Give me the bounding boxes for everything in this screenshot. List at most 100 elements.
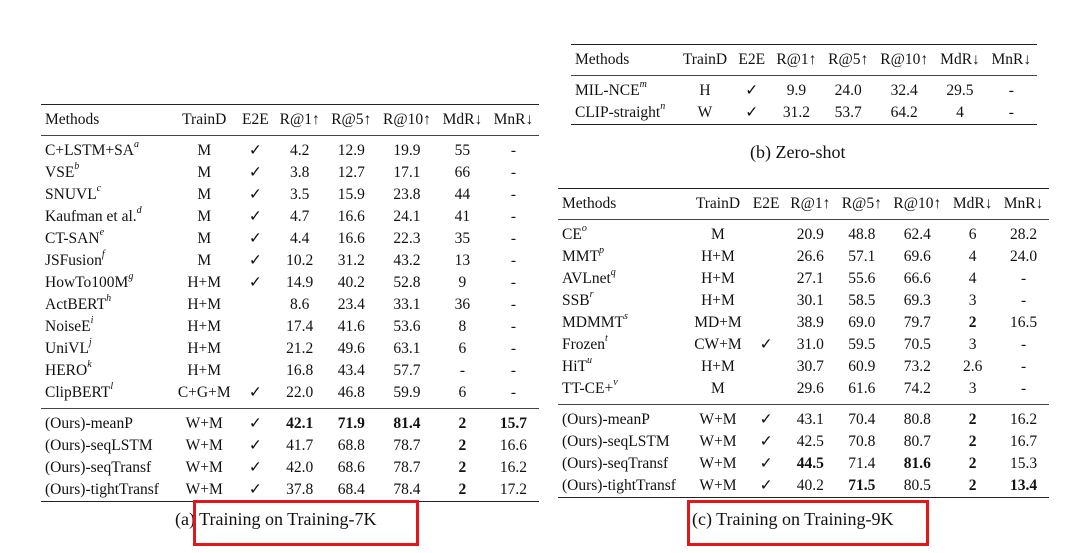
table-cell: 58.5 bbox=[848, 292, 876, 309]
table-cell: 22.0 bbox=[286, 384, 314, 401]
table-cell: W+M bbox=[185, 459, 223, 476]
table-cell: - bbox=[510, 296, 517, 313]
table-cell: MD+M bbox=[694, 314, 742, 331]
table-row: HowTo100Mg H+M ✓ 14.9 40.2 52.8 9 - bbox=[41, 270, 539, 294]
table-cell: 33.1 bbox=[393, 296, 421, 313]
reference-marker: i bbox=[90, 314, 94, 326]
method-name: JSFusionf bbox=[45, 248, 105, 269]
column-header: TrainD bbox=[171, 104, 237, 136]
table-cell: 14.9 bbox=[286, 274, 314, 291]
table-row: AVLnetq H+M 27.1 55.6 66.6 4 - bbox=[558, 267, 1049, 290]
reference-marker: j bbox=[88, 336, 92, 348]
table-cell: 49.6 bbox=[337, 340, 365, 357]
table-cell: 41 bbox=[454, 208, 471, 225]
reference-marker: m bbox=[639, 78, 647, 90]
method-name: Kaufman et al.d bbox=[45, 204, 142, 225]
column-header: E2E bbox=[733, 44, 771, 76]
table-cell: 43.1 bbox=[784, 404, 837, 431]
table-cell: 78.7 bbox=[393, 437, 421, 454]
table-cell: 15.3 bbox=[1009, 455, 1038, 472]
table-cell: 37.8 bbox=[273, 479, 326, 502]
table-cell: W bbox=[676, 102, 734, 125]
table-cell: 2 bbox=[947, 404, 999, 431]
table-cell: ✓ bbox=[248, 186, 262, 203]
table-cell: H+M bbox=[701, 248, 735, 265]
table-cell: 62.4 bbox=[887, 219, 948, 246]
table-cell bbox=[748, 356, 785, 378]
table-row: HEROk H+M 16.8 43.4 57.7 - - bbox=[41, 359, 539, 382]
column-header: R@5↑ bbox=[325, 104, 378, 136]
table-cell: W+M bbox=[688, 404, 748, 431]
table-cell: 19.9 bbox=[377, 135, 437, 162]
table-cell: W+M bbox=[171, 479, 237, 502]
table-cell: 60.9 bbox=[848, 358, 876, 375]
table-cell: 2 bbox=[436, 479, 488, 502]
table-cell: ✓ bbox=[248, 384, 262, 401]
table-cell: 31.2 bbox=[337, 252, 365, 269]
table-cell: CW+M bbox=[694, 336, 742, 353]
method-name: CT-SANe bbox=[45, 226, 105, 247]
table-cell: 2 bbox=[436, 408, 488, 435]
table-cell: - bbox=[510, 164, 517, 181]
table-zero-shot: Methods TrainD E2E R@1↑ R@5↑ R@10↑ MdR↓ MnR↓ MIL… bbox=[571, 44, 1037, 125]
header-row: Methods TrainD E2E R@1↑ R@5↑ R@10↑ MdR↓ MnR↓ bbox=[41, 104, 539, 136]
method-name: C+LSTM+SAa bbox=[41, 135, 172, 162]
table-cell: ✓ bbox=[236, 408, 274, 435]
table-cell: W+M bbox=[171, 408, 237, 435]
table-cell: 78.4 bbox=[377, 479, 437, 502]
table-cell: 61.6 bbox=[848, 380, 876, 397]
table-cell: H+M bbox=[187, 274, 222, 291]
table-cell: - bbox=[487, 135, 539, 162]
method-name: (Ours)-tightTransf bbox=[558, 475, 689, 498]
table-cell: ✓ bbox=[248, 230, 262, 247]
table-cell: 41.6 bbox=[337, 318, 365, 335]
table-row: MIL-NCEm H ✓ 9.9 24.0 32.4 29.5- bbox=[571, 75, 1037, 102]
reference-marker: b bbox=[74, 160, 80, 172]
table-cell: 4 bbox=[968, 270, 977, 287]
table-cell: - bbox=[510, 362, 517, 379]
table-cell: - bbox=[510, 208, 517, 225]
table-cell: 2 bbox=[968, 314, 977, 331]
table-cell: 35 bbox=[454, 230, 471, 247]
table-cell: ✓ bbox=[733, 102, 771, 125]
table-cell: 68.4 bbox=[325, 479, 378, 502]
table-row: CLIP-straightn W ✓ 31.2 53.7 64.2 4- bbox=[571, 101, 1037, 125]
table-cell: ✓ bbox=[248, 459, 262, 476]
column-header: E2E bbox=[236, 104, 274, 136]
table-cell bbox=[748, 246, 785, 268]
reference-marker: g bbox=[128, 270, 134, 282]
table-cell: 6 bbox=[947, 219, 999, 246]
table-row: CT-SANe M ✓ 4.4 16.6 22.3 35 - bbox=[41, 226, 539, 250]
column-header: E2E bbox=[747, 188, 785, 220]
table-cell: 57.7 bbox=[393, 362, 421, 379]
table-cell: 57.1 bbox=[848, 248, 876, 265]
table-row: (Ours)-seqLSTM W+M ✓ 41.7 68.8 78.7 2 16.6 bbox=[41, 435, 539, 457]
table-cell: 3.8 bbox=[290, 164, 310, 181]
table-cell: 66.6 bbox=[903, 270, 931, 287]
table-cell: 78.7 bbox=[393, 459, 421, 476]
table-cell: 40.2 bbox=[784, 475, 837, 498]
table-cell: 81.4 bbox=[377, 408, 437, 435]
table-cell: 3 bbox=[968, 336, 977, 353]
table-cell: 71.9 bbox=[325, 408, 378, 435]
table-cell: 63.1 bbox=[393, 340, 421, 357]
table-cell: 68.8 bbox=[337, 437, 365, 454]
table-cell: 2.6 bbox=[962, 358, 983, 375]
column-header: R@10↑ bbox=[887, 188, 948, 220]
table-cell: W+M bbox=[185, 437, 223, 454]
table-cell: 26.6 bbox=[796, 248, 824, 265]
table-cell: 80.5 bbox=[887, 475, 948, 498]
method-name: (Ours)-seqLSTM bbox=[45, 437, 153, 454]
table-cell: 16.7 bbox=[1009, 433, 1038, 450]
table-cell: 16.2 bbox=[499, 459, 528, 476]
table-cell: 3 bbox=[968, 292, 977, 309]
column-header: R@5↑ bbox=[836, 188, 888, 220]
table-cell: 36 bbox=[454, 296, 471, 313]
table-row: HiTu H+M 30.7 60.9 73.2 2.6 - bbox=[558, 355, 1049, 378]
table-cell: 2 bbox=[968, 433, 977, 450]
table-cell: H+M bbox=[187, 340, 222, 357]
method-name: ActBERTh bbox=[45, 292, 112, 313]
column-header: TrainD bbox=[688, 188, 748, 220]
column-header: TrainD bbox=[676, 44, 734, 76]
header-row: Methods TrainD E2E R@1↑ R@5↑ R@10↑ MdR↓ MnR↓ bbox=[558, 188, 1049, 220]
